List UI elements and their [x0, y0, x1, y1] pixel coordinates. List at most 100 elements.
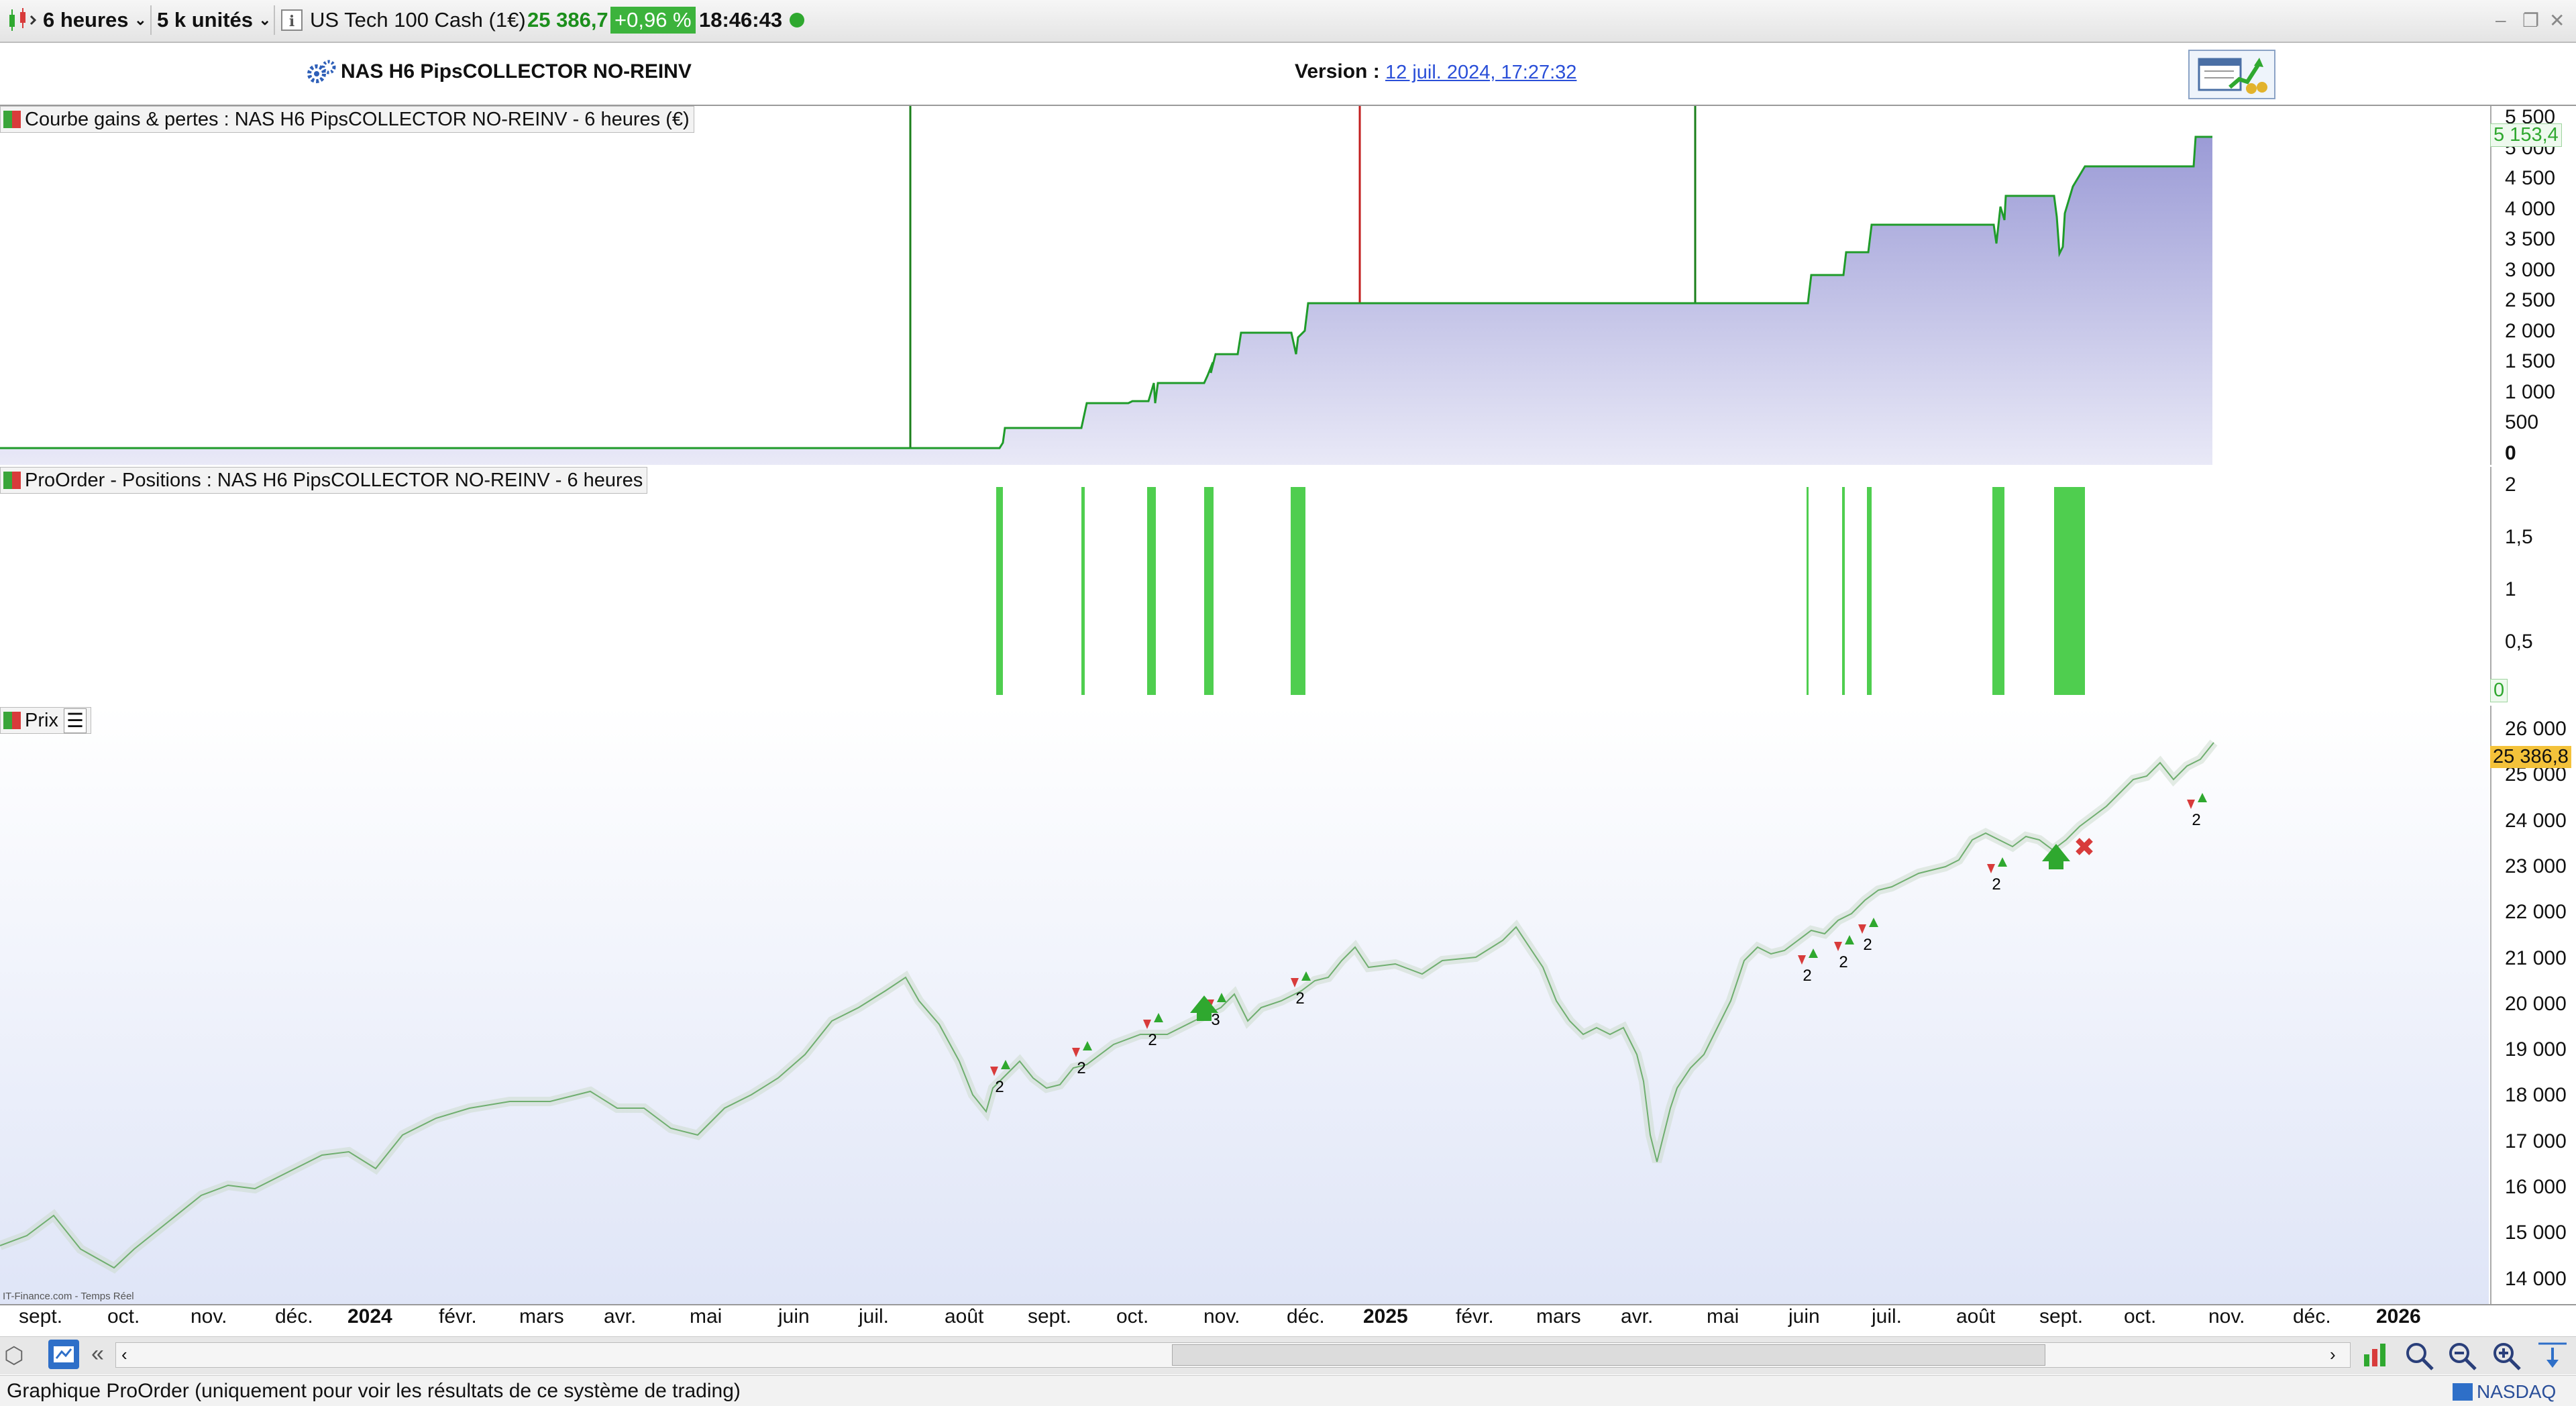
- price-line: [0, 742, 2214, 1269]
- buy-arrow-icon: [1809, 949, 1818, 958]
- buy-arrow-icon: [1998, 857, 2007, 867]
- y-tick-label: 1 500: [2505, 350, 2556, 372]
- x-tick-label: mars: [1536, 1305, 1581, 1328]
- x-tick-label: 2026: [2376, 1305, 2421, 1328]
- y-tick-label: 22 000: [2505, 901, 2567, 924]
- sell-arrow-icon: [1143, 1020, 1151, 1029]
- buy-arrow-icon: [1869, 918, 1878, 927]
- time-axis[interactable]: sept. oct. nov. déc. 2024 févr. mars avr. mai jui…: [0, 1304, 2576, 1328]
- scroll-start-icon[interactable]: «: [91, 1341, 104, 1366]
- x-tick-label: déc.: [1287, 1305, 1325, 1328]
- scroll-left-icon[interactable]: ‹: [121, 1344, 127, 1364]
- buy-arrow-icon: [2198, 793, 2207, 802]
- status-text: Graphique ProOrder (uniquement pour voir…: [7, 1380, 741, 1402]
- sell-arrow-icon: [1291, 978, 1299, 987]
- y-tick-label: 0,5: [2505, 631, 2533, 653]
- buy-arrow-icon: [1845, 935, 1854, 944]
- units-select[interactable]: 5 k unités ⌄: [157, 8, 272, 32]
- trade-count-label: 2: [1077, 1059, 1085, 1077]
- panel-color-icon: [3, 472, 21, 489]
- restore-icon[interactable]: ❐: [2522, 10, 2540, 31]
- candlestick-icon[interactable]: [5, 4, 39, 36]
- x-tick-label: sept.: [19, 1305, 63, 1328]
- sell-arrow-icon: [2187, 800, 2195, 809]
- screenshot-icon[interactable]: [48, 1340, 79, 1369]
- position-bar: [1147, 487, 1156, 695]
- x-tick-label: juin: [778, 1305, 810, 1328]
- sell-arrow-icon: [1798, 955, 1806, 965]
- chevron-down-icon: ⌄: [258, 11, 272, 28]
- price-last-value: 25 386,8: [2490, 746, 2571, 768]
- sell-arrow-icon: [990, 1067, 998, 1076]
- y-tick-label: 4 000: [2505, 197, 2556, 220]
- y-tick-label: 20 000: [2505, 992, 2567, 1015]
- x-tick-label: oct.: [2124, 1305, 2157, 1328]
- positions-panel[interactable]: ProOrder - Positions : NAS H6 PipsCOLLEC…: [0, 467, 2489, 695]
- add-indicator-icon[interactable]: [2361, 1341, 2391, 1374]
- y-tick-label: 1,5: [2505, 526, 2533, 548]
- y-tick-label: 26 000: [2505, 718, 2567, 740]
- scroll-to-end-icon[interactable]: [2536, 1340, 2569, 1374]
- position-bar: [1204, 487, 1214, 695]
- buy-arrow-icon: [1301, 971, 1311, 981]
- price-panel-label[interactable]: Prix ☰: [0, 707, 91, 734]
- price-range-band: [0, 739, 2218, 1274]
- position-bar: [1291, 487, 1305, 695]
- scroll-right-icon[interactable]: ›: [2330, 1344, 2336, 1364]
- share-icon[interactable]: ⬡: [4, 1343, 24, 1368]
- y-tick-label: 14 000: [2505, 1267, 2567, 1290]
- status-bar: Graphique ProOrder (uniquement pour voir…: [0, 1375, 2576, 1406]
- position-bar: [996, 487, 1003, 695]
- minimize-icon[interactable]: –: [2496, 9, 2506, 30]
- panel-color-icon: [3, 111, 21, 128]
- buy-arrow-icon: [1217, 993, 1226, 1002]
- y-tick-label: 19 000: [2505, 1038, 2567, 1061]
- y-tick-label: 18 000: [2505, 1084, 2567, 1107]
- timeframe-select[interactable]: 6 heures ⌄: [43, 8, 147, 32]
- price-y-axis[interactable]: 26 000 25 000 24 000 23 000 22 000 21 000 20 0…: [2490, 706, 2576, 1304]
- y-tick-label: 17 000: [2505, 1130, 2567, 1152]
- strategy-header: [0, 43, 2576, 106]
- version-date-link[interactable]: 12 juil. 2024, 17:27:32: [1385, 62, 1577, 83]
- equity-y-axis[interactable]: 5 500 5 000 4 500 4 000 3 500 3 000 2 500 2 000…: [2490, 106, 2576, 465]
- info-icon[interactable]: i: [280, 4, 303, 36]
- equity-area: [0, 137, 2212, 465]
- close-position-icon: [2076, 838, 2093, 855]
- equity-curve-chart: [0, 106, 2212, 465]
- instrument-name[interactable]: US Tech 100 Cash (1€): [310, 8, 526, 32]
- x-tick-label: août: [945, 1305, 984, 1328]
- x-tick-label: avr.: [1621, 1305, 1654, 1328]
- zoom-area-icon[interactable]: [2403, 1341, 2436, 1374]
- positions-y-axis[interactable]: 2 1,5 1 0,5: [2490, 467, 2576, 695]
- equity-last-value: 5 153,4: [2490, 123, 2562, 147]
- x-tick-label: mai: [690, 1305, 722, 1328]
- y-tick-label: 15 000: [2505, 1222, 2567, 1244]
- list-icon[interactable]: ☰: [63, 708, 87, 733]
- y-tick-label: 23 000: [2505, 855, 2567, 877]
- scroll-thumb[interactable]: [1172, 1344, 2045, 1366]
- y-tick-label: 2 000: [2505, 319, 2556, 342]
- y-tick-label: 2 500: [2505, 289, 2556, 311]
- x-tick-label: mars: [519, 1305, 564, 1328]
- equity-curve-panel[interactable]: Courbe gains & pertes : NAS H6 PipsCOLLE…: [0, 106, 2489, 465]
- zoom-out-icon[interactable]: [2446, 1341, 2479, 1374]
- y-tick-label: 21 000: [2505, 947, 2567, 969]
- position-bar: [2054, 487, 2085, 695]
- version-label: Version :: [1295, 60, 1380, 83]
- scroll-track[interactable]: ‹ ›: [115, 1342, 2351, 1368]
- report-chart-icon: [2198, 58, 2267, 94]
- svg-text:i: i: [289, 13, 294, 30]
- buy-arrow-icon: [2042, 844, 2070, 869]
- equity-line: [0, 136, 2212, 449]
- report-button[interactable]: [2188, 50, 2275, 99]
- positions-panel-label[interactable]: ProOrder - Positions : NAS H6 PipsCOLLEC…: [0, 467, 648, 494]
- close-icon[interactable]: ✕: [2549, 10, 2565, 31]
- x-tick-label: oct.: [107, 1305, 140, 1328]
- zoom-in-icon[interactable]: [2490, 1341, 2524, 1374]
- equity-panel-label[interactable]: Courbe gains & pertes : NAS H6 PipsCOLLE…: [0, 106, 694, 133]
- trade-count-label: 2: [1839, 953, 1847, 971]
- x-tick-label: mai: [1707, 1305, 1739, 1328]
